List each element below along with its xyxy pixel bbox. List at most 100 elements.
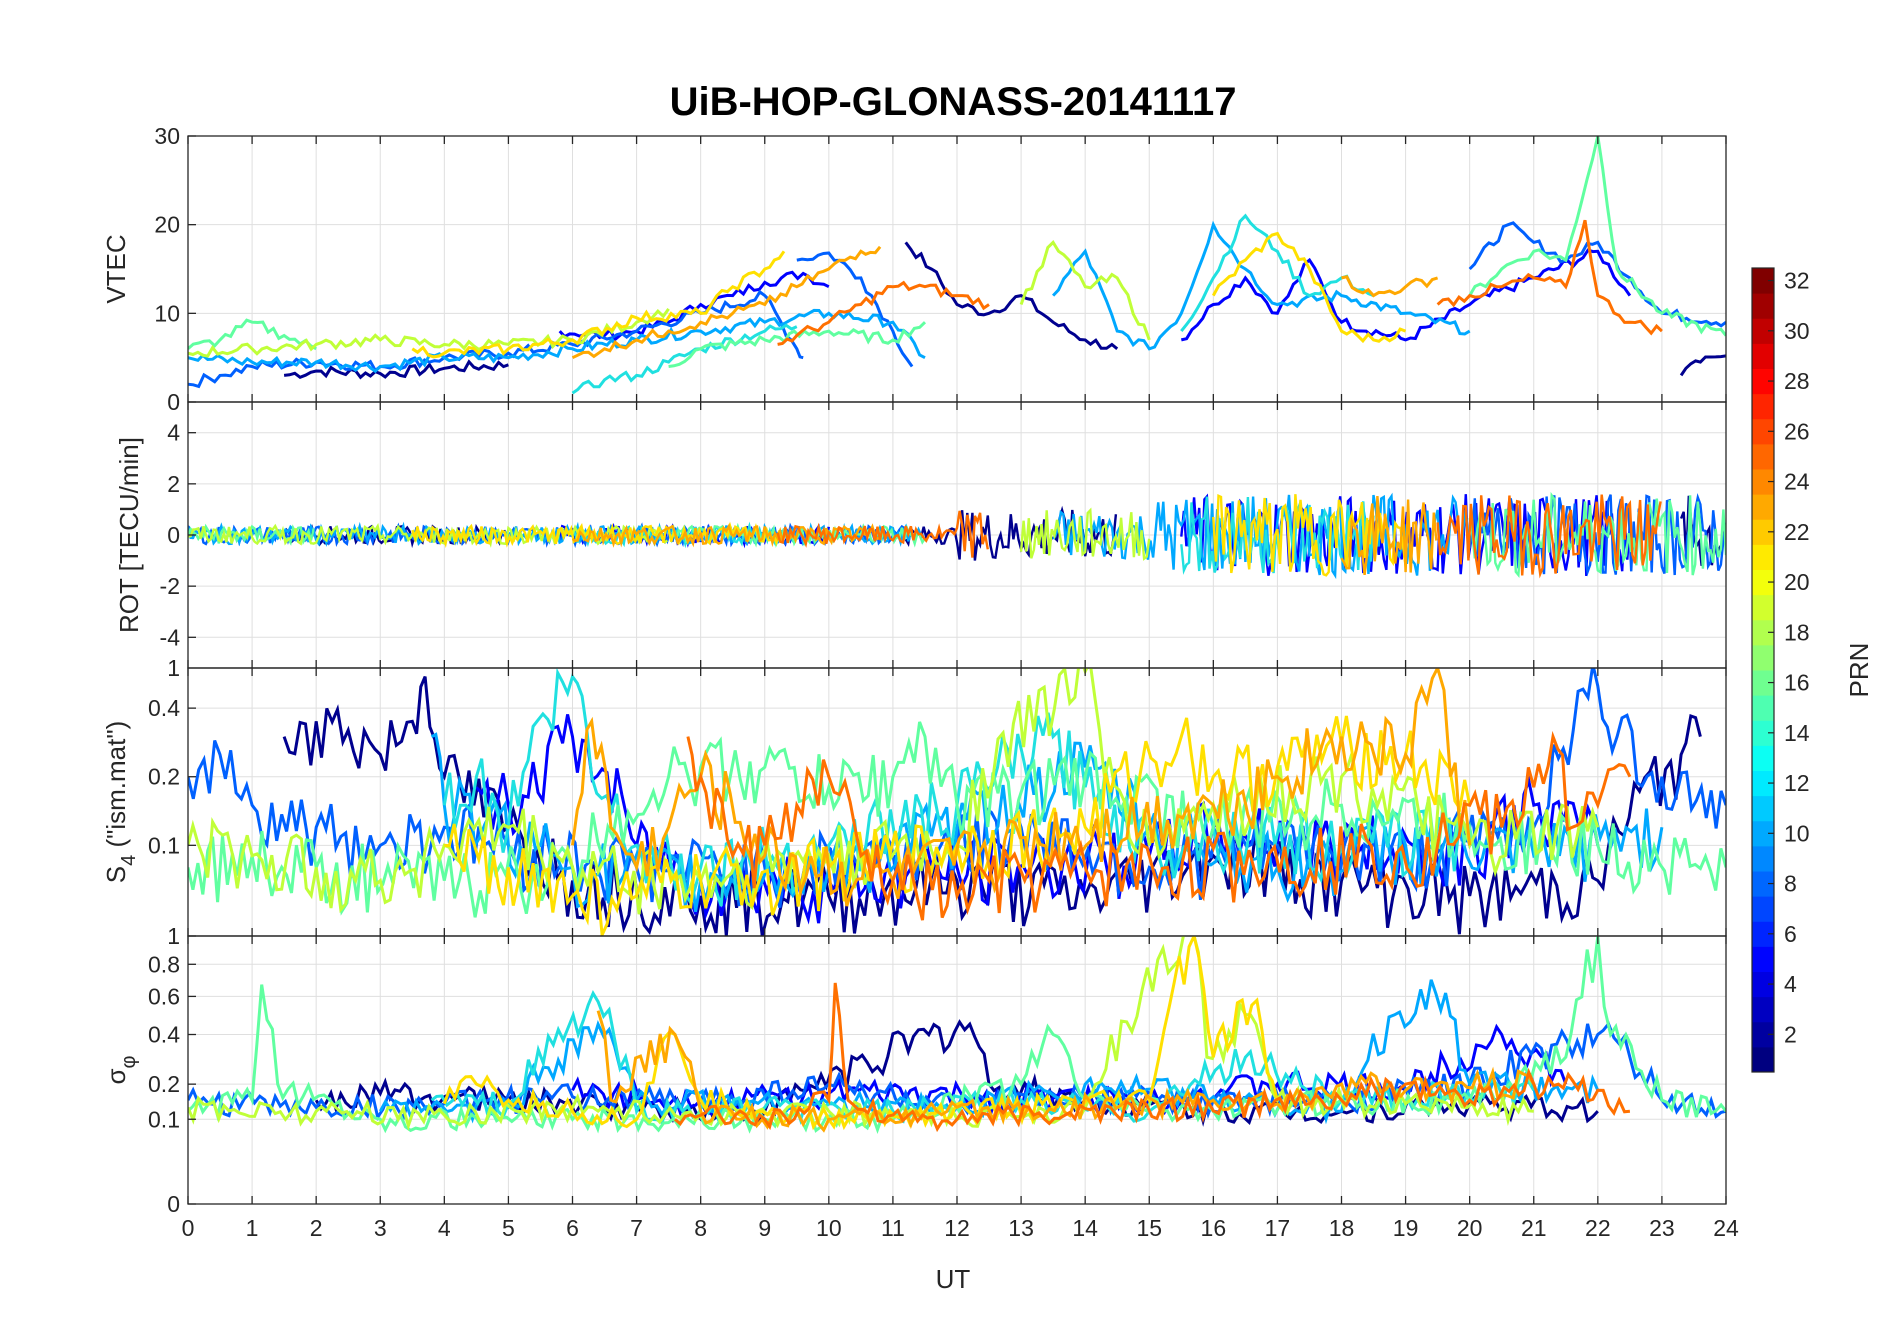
colorbar-segment [1752, 745, 1774, 771]
colorbar-segment [1752, 318, 1774, 344]
colorbar-segment [1752, 469, 1774, 495]
x-tick-label: 13 [1008, 1215, 1034, 1241]
vtec-line-prn-18 [1019, 240, 1151, 341]
sigma_phi-line-prn-10 [378, 979, 1600, 1125]
rot-line-prn-22 [1340, 496, 1438, 576]
sigma_phi-line-prn-20 [442, 936, 1279, 1131]
colorbar-segment [1752, 720, 1774, 746]
chart-title: UiB-HOP-GLONASS-20141117 [670, 80, 1237, 124]
vtec-line-prn-10 [188, 308, 926, 374]
colorbar-segment [1752, 871, 1774, 897]
x-tick-label: 5 [502, 1215, 515, 1241]
colorbar-tick-label: 32 [1784, 268, 1810, 294]
colorbar-segment [1752, 896, 1774, 922]
colorbar-tick-label: 10 [1784, 820, 1810, 846]
vtec-line-prn-24 [1436, 219, 1663, 336]
y-axis-label-s4: S4 ("ism.mat") [101, 721, 140, 883]
colorbar-tick-label: 4 [1784, 971, 1797, 997]
vtec-line-prn-22 [1341, 275, 1439, 298]
y-tick-label: 0.2 [148, 764, 180, 790]
vtec-line-prn-15 [188, 318, 317, 351]
x-tick-label: 22 [1585, 1215, 1611, 1241]
colorbar-tick-label: 26 [1784, 418, 1810, 444]
y-tick-label: 0.1 [148, 1106, 180, 1132]
vtec-line-prn-1 [283, 359, 509, 380]
vtec-line-prn-7 [1468, 221, 1726, 328]
s4-line-prn-22 [571, 668, 1472, 907]
colorbar-segment [1752, 443, 1774, 470]
y-tick-label: 0 [167, 522, 180, 548]
vtec-line-prn-12 [571, 323, 798, 395]
colorbar-segment [1752, 268, 1774, 294]
colorbar-frame [1751, 267, 1775, 1073]
vtec-line-prn-20 [411, 250, 786, 359]
vtec-line-prn-18 [188, 308, 670, 358]
x-tick-label: 3 [374, 1215, 387, 1241]
panel-vtec: 0 10 20 30 VTEC [101, 123, 1727, 415]
x-tick-label: 20 [1457, 1215, 1483, 1241]
vtec-line-prn-10 [1052, 220, 1471, 351]
series-group [188, 936, 1726, 1134]
vtec-line-prn-4 [1180, 248, 1632, 342]
x-tick-label: 19 [1393, 1215, 1419, 1241]
y-tick-label: -4 [160, 624, 181, 650]
colorbar-segment [1752, 644, 1774, 671]
y-axis-label-rest: ("ism.mat") [101, 721, 131, 855]
series-group [188, 136, 1726, 395]
colorbar-segment [1752, 393, 1774, 420]
y-tick-label: 10 [154, 300, 180, 326]
x-tick-label: 21 [1521, 1215, 1547, 1241]
x-tick-label: 2 [310, 1215, 323, 1241]
x-axis-ticks: 0 1 2 3 4 5 6 7 8 9 10 11 12 13 14 15 16 17 18 19 20 21 22 23 24 [182, 1215, 1739, 1241]
colorbar-segment [1752, 418, 1774, 445]
vtec-line-prn-15 [668, 321, 927, 368]
x-tick-label: 23 [1649, 1215, 1675, 1241]
vtec-line-prn-7 [796, 251, 914, 368]
y-tick-label: 0.2 [148, 1071, 180, 1097]
panel-rot: -4 -2 0 2 4 ROT [TECU/min] [114, 401, 1727, 669]
vtec-line-prn-1 [904, 241, 1119, 350]
x-tick-label: 12 [944, 1215, 970, 1241]
y-tick-label: 0.8 [148, 951, 180, 977]
y-tick-label: 1 [167, 923, 180, 949]
x-tick-label: 15 [1136, 1215, 1162, 1241]
colorbar-segment [1752, 946, 1774, 972]
y-axis-label-main: σ [101, 1068, 131, 1084]
colorbar-tick-label: 16 [1784, 670, 1810, 696]
x-tick-label: 16 [1201, 1215, 1227, 1241]
colorbar-tick-label: 20 [1784, 569, 1810, 595]
y-tick-label: 30 [154, 123, 180, 149]
x-tick-label: 8 [694, 1215, 707, 1241]
colorbar-segment [1752, 971, 1774, 998]
y-tick-label: 0.4 [148, 1022, 180, 1048]
colorbar-segment [1752, 494, 1774, 520]
x-axis-label: UT [936, 1264, 971, 1294]
colorbar-segment [1752, 293, 1774, 319]
colorbar-segment [1752, 368, 1774, 395]
colorbar-segment [1752, 921, 1774, 947]
colorbar-segment [1752, 544, 1774, 570]
vtec-line-prn-24 [777, 280, 990, 346]
colorbar-tick-label: 6 [1784, 921, 1797, 947]
colorbar-tick-label: 22 [1784, 519, 1810, 545]
x-tick-label: 11 [881, 1215, 905, 1241]
rot-line-prn-22 [571, 523, 881, 548]
colorbar-segment [1752, 594, 1774, 621]
rot-line-prn-24 [776, 510, 989, 558]
y-tick-label: 4 [167, 420, 180, 446]
y-tick-label: 2 [167, 471, 180, 497]
x-tick-label: 0 [182, 1215, 195, 1241]
x-tick-label: 18 [1329, 1215, 1355, 1241]
y-tick-label: 0 [167, 1191, 180, 1217]
x-tick-label: 1 [246, 1215, 259, 1241]
y-axis-label-vtec: VTEC [101, 234, 131, 303]
colorbar-tick-label: 30 [1784, 318, 1810, 344]
x-tick-label: 14 [1072, 1215, 1098, 1241]
y-axis-label-main: S [101, 866, 131, 883]
colorbar-segment [1752, 619, 1774, 646]
series-group [188, 668, 1726, 936]
colorbar-segment [1752, 770, 1774, 797]
colorbar-tick-label: 24 [1784, 469, 1810, 495]
